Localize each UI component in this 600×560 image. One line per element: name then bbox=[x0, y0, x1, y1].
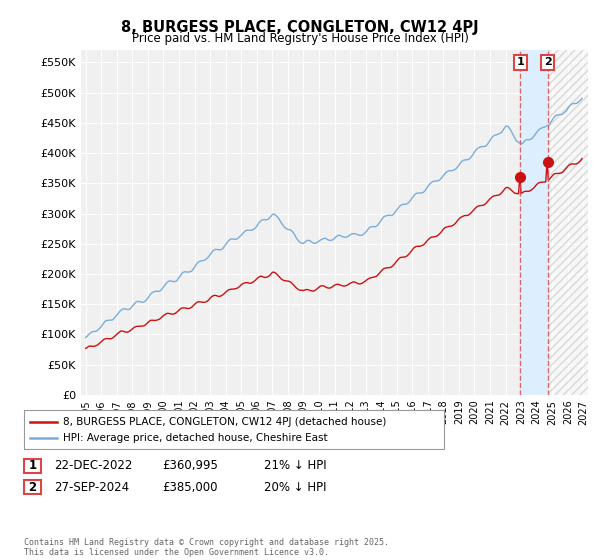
Text: 1: 1 bbox=[28, 459, 37, 473]
Text: 2: 2 bbox=[544, 58, 551, 68]
Text: 20% ↓ HPI: 20% ↓ HPI bbox=[264, 480, 326, 494]
Text: 22-DEC-2022: 22-DEC-2022 bbox=[54, 459, 133, 473]
Text: £385,000: £385,000 bbox=[162, 480, 218, 494]
Text: £360,995: £360,995 bbox=[162, 459, 218, 473]
Text: 8, BURGESS PLACE, CONGLETON, CW12 4PJ (detached house): 8, BURGESS PLACE, CONGLETON, CW12 4PJ (d… bbox=[63, 417, 386, 427]
Bar bbox=[548, 50, 588, 395]
Text: Contains HM Land Registry data © Crown copyright and database right 2025.
This d: Contains HM Land Registry data © Crown c… bbox=[24, 538, 389, 557]
Text: Price paid vs. HM Land Registry's House Price Index (HPI): Price paid vs. HM Land Registry's House … bbox=[131, 32, 469, 45]
Text: 1: 1 bbox=[517, 58, 524, 68]
Text: HPI: Average price, detached house, Cheshire East: HPI: Average price, detached house, Ches… bbox=[63, 433, 328, 443]
Text: 8, BURGESS PLACE, CONGLETON, CW12 4PJ: 8, BURGESS PLACE, CONGLETON, CW12 4PJ bbox=[121, 20, 479, 35]
Text: 27-SEP-2024: 27-SEP-2024 bbox=[54, 480, 129, 494]
Text: 21% ↓ HPI: 21% ↓ HPI bbox=[264, 459, 326, 473]
Bar bbox=[520, 50, 548, 395]
Text: 2: 2 bbox=[28, 480, 37, 494]
Bar bbox=[548, 50, 588, 395]
